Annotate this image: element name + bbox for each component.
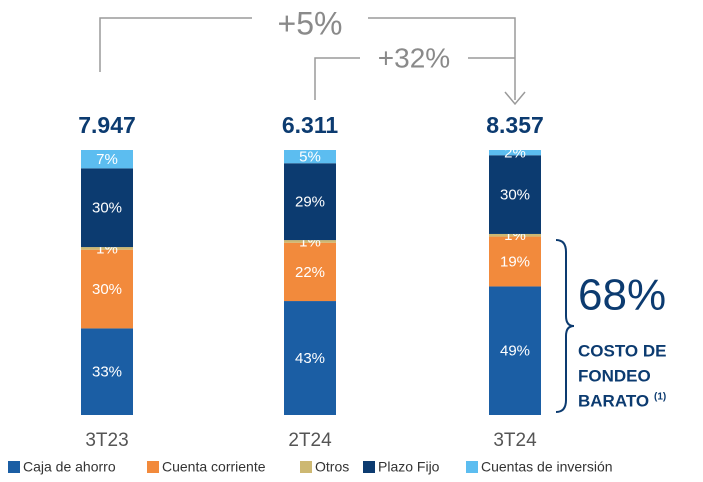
bar-segment xyxy=(284,242,336,302)
brace xyxy=(555,239,575,413)
cheap-label: BARATO xyxy=(578,391,649,410)
legend-swatch xyxy=(466,461,478,473)
bar-segment xyxy=(489,286,541,415)
footnote: (1) xyxy=(654,392,666,403)
bar-segment xyxy=(284,150,336,164)
bar-segment xyxy=(489,150,541,156)
change-total: +5% xyxy=(278,5,343,41)
bar-segment xyxy=(81,168,133,248)
bar-segment xyxy=(284,163,336,241)
bar-segment xyxy=(489,155,541,234)
total-label: 7.947 xyxy=(78,112,136,138)
legend-label: Plazo Fijo xyxy=(378,459,440,475)
cheap-label: COSTO DE xyxy=(578,341,666,360)
value-label: 49% xyxy=(500,343,530,360)
legend-swatch xyxy=(363,461,375,473)
value-label: 5% xyxy=(299,149,321,166)
legend-swatch xyxy=(300,461,312,473)
cheap-label: FONDEO xyxy=(578,366,651,385)
legend-label: Caja de ahorro xyxy=(23,459,116,475)
legend-label: Otros xyxy=(315,459,349,475)
bar-segment xyxy=(81,247,133,250)
brackets xyxy=(99,17,575,413)
bracket-line xyxy=(314,57,360,100)
bar-segment xyxy=(489,236,541,287)
legend-label: Cuenta corriente xyxy=(162,459,266,475)
value-label: 29% xyxy=(295,194,325,211)
value-label: 30% xyxy=(92,281,122,298)
bar-segment xyxy=(81,328,133,415)
bar-segment xyxy=(489,233,541,237)
value-label: 22% xyxy=(295,264,325,281)
arrow-head xyxy=(504,91,526,106)
total-label: 8.357 xyxy=(486,112,544,138)
legend-swatch xyxy=(147,461,159,473)
bar-segment xyxy=(284,240,336,243)
cheap-share: 68% xyxy=(578,271,666,320)
bar-segment xyxy=(81,150,133,169)
value-label: 30% xyxy=(500,187,530,204)
x-tick-label: 3T24 xyxy=(493,430,537,451)
value-label: 30% xyxy=(92,200,122,217)
x-tick-label: 3T23 xyxy=(85,430,128,451)
bracket-line xyxy=(99,17,252,72)
value-label: 2% xyxy=(504,145,526,162)
total-label: 6.311 xyxy=(282,112,338,138)
value-label: 7% xyxy=(96,151,118,168)
value-label: 19% xyxy=(500,253,530,270)
bracket-line xyxy=(368,17,516,100)
legend-label: Cuentas de inversión xyxy=(481,459,613,475)
value-label: 33% xyxy=(92,364,122,381)
value-label: 43% xyxy=(295,350,325,367)
change-quarter: +32% xyxy=(378,42,450,73)
legend-swatch xyxy=(8,461,20,473)
bar-segment xyxy=(81,249,133,329)
x-tick-label: 2T24 xyxy=(288,430,332,451)
bar-segment xyxy=(284,301,336,415)
